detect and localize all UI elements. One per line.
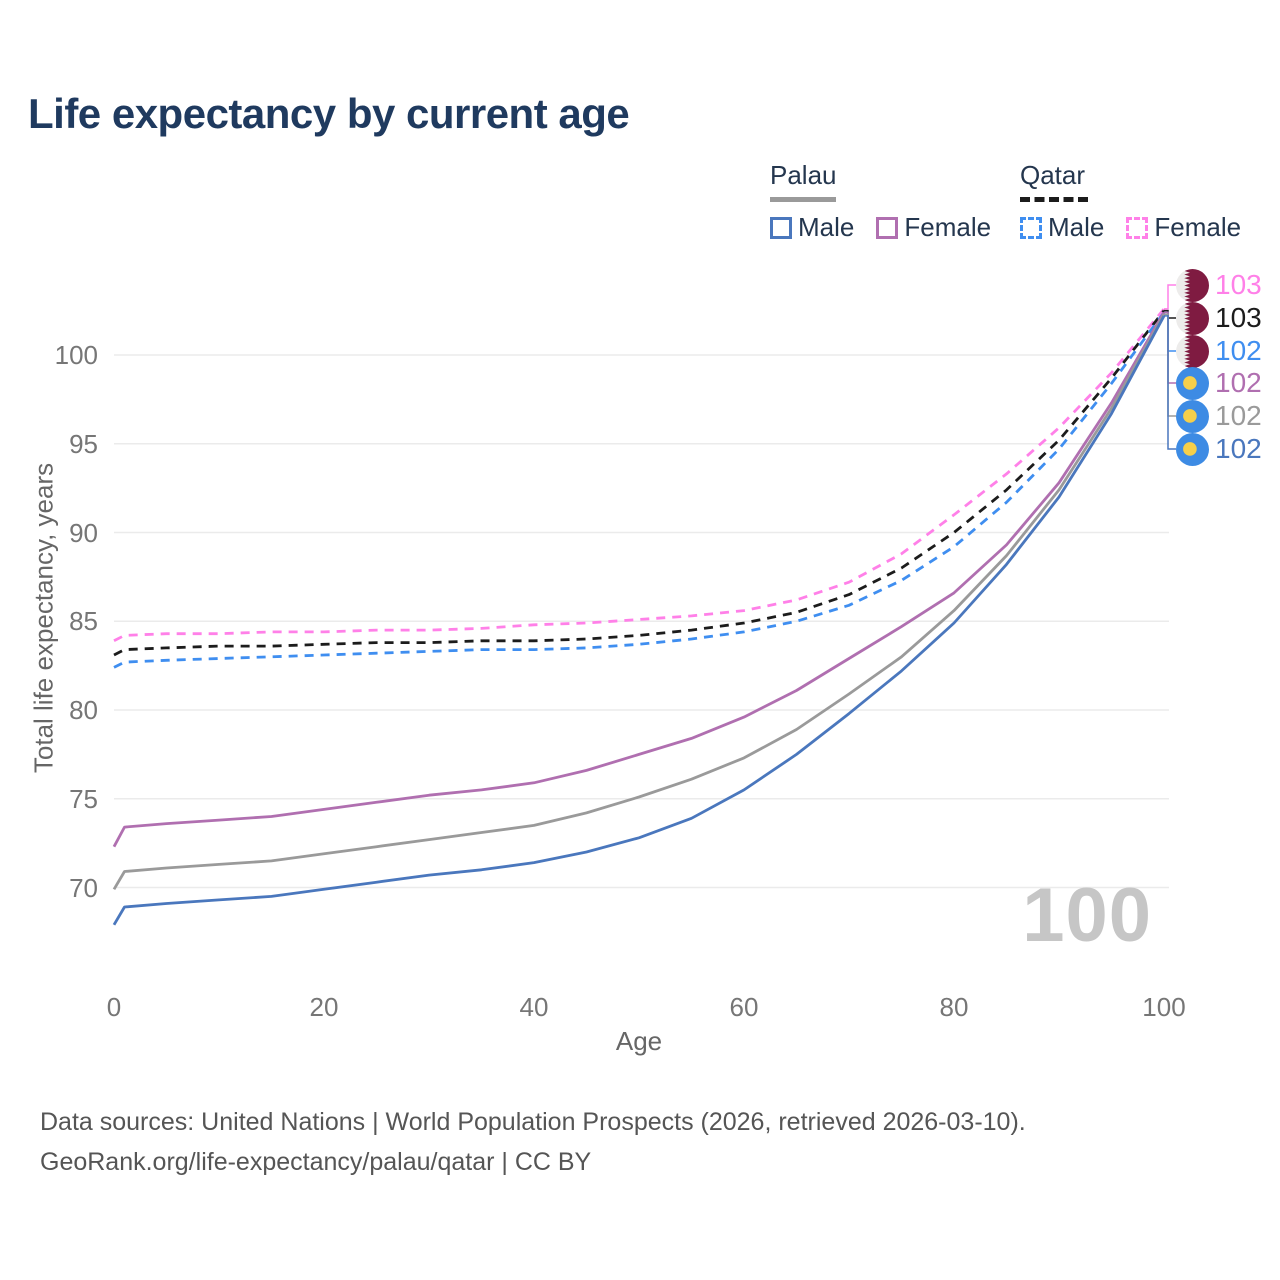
y-tick-85: 85 — [69, 606, 98, 637]
end-label-qatar-male: 102 — [1176, 334, 1262, 368]
chart-title: Life expectancy by current age — [28, 90, 630, 137]
legend-label-palau-male[interactable]: Male — [798, 212, 855, 242]
x-tick-60: 60 — [729, 992, 759, 1022]
legend-group-qatar: Qatar Male Female — [1020, 160, 1241, 243]
y-tick-75: 75 — [69, 783, 98, 814]
end-label-value-palau-male: 102 — [1215, 433, 1262, 464]
qatar-flag-icon — [1176, 301, 1209, 335]
series-line-palau-female[interactable] — [112, 311, 1166, 848]
palau-solid-line-swatch — [770, 197, 836, 202]
x-axis-title: Age — [615, 1026, 663, 1056]
end-label-qatar-female: 103 — [1176, 268, 1262, 302]
legend-qatar-label: Qatar — [1020, 160, 1086, 190]
series-line-qatar-both[interactable] — [113, 309, 1166, 657]
end-label-palau-female: 102 — [1176, 366, 1262, 400]
age-counter-watermark: 100 — [1022, 873, 1152, 958]
palau-flag-icon — [1176, 399, 1209, 433]
series-line-qatar-male[interactable] — [113, 311, 1166, 669]
legend-palau-label: Palau — [770, 160, 837, 190]
legend-label-qatar-female[interactable]: Female — [1154, 212, 1242, 242]
leader-line-palau-both — [1164, 313, 1176, 417]
y-axis-title: Total life expectancy, years — [28, 462, 59, 774]
end-label-palau-male: 102 — [1176, 432, 1262, 466]
end-label-value-palau-female: 102 — [1215, 367, 1262, 398]
x-tick-80: 80 — [939, 992, 969, 1022]
x-tick-20: 20 — [309, 992, 339, 1022]
leader-line-palau-male — [1164, 315, 1176, 450]
x-tick-100: 100 — [1142, 992, 1186, 1022]
legend-palau-title[interactable]: Palau — [770, 160, 837, 202]
series-line-qatar-female[interactable] — [113, 308, 1166, 643]
footer-sources: Data sources: United Nations | World Pop… — [40, 1108, 1026, 1136]
palau-flag-icon — [1176, 432, 1209, 466]
y-tick-90: 90 — [69, 517, 98, 548]
x-tick-0: 0 — [106, 992, 122, 1022]
y-tick-80: 80 — [69, 695, 98, 725]
legend-group-palau: Palau Male Female — [770, 160, 991, 243]
series-line-palau-both[interactable] — [112, 313, 1166, 891]
qatar-flag-icon — [1176, 334, 1209, 368]
end-label-value-qatar-male: 102 — [1215, 335, 1262, 366]
end-label-qatar-both: 103 — [1176, 301, 1262, 335]
legend: Palau Male Female Qatar Male Female — [0, 160, 1280, 243]
legend-qatar-title[interactable]: Qatar — [1020, 160, 1088, 202]
legend-swatch-qatar-female[interactable] — [1126, 216, 1149, 239]
palau-flag-icon — [1176, 366, 1209, 400]
end-label-value-qatar-female: 103 — [1215, 269, 1262, 300]
leader-line-qatar-female — [1164, 284, 1176, 310]
end-label-palau-both: 102 — [1176, 399, 1262, 433]
legend-label-qatar-male[interactable]: Male — [1048, 212, 1105, 242]
qatar-flag-icon — [1176, 268, 1209, 302]
y-tick-70: 70 — [69, 872, 98, 903]
legend-swatch-qatar-male[interactable] — [1020, 216, 1042, 239]
y-tick-95: 95 — [69, 428, 98, 459]
series-line-palau-male[interactable] — [112, 315, 1166, 926]
legend-label-palau-female[interactable]: Female — [904, 212, 992, 242]
y-tick-100: 100 — [54, 340, 98, 370]
footer-citation: GeoRank.org/life-expectancy/palau/qatar … — [40, 1148, 592, 1176]
legend-swatch-palau-male[interactable] — [770, 216, 792, 239]
qatar-dashed-line-swatch — [1020, 197, 1088, 202]
x-tick-40: 40 — [519, 992, 549, 1022]
end-label-value-qatar-both: 103 — [1215, 302, 1262, 333]
legend-swatch-palau-female[interactable] — [876, 216, 899, 239]
leader-line-palau-female — [1164, 311, 1176, 384]
end-label-value-palau-both: 102 — [1215, 400, 1262, 431]
